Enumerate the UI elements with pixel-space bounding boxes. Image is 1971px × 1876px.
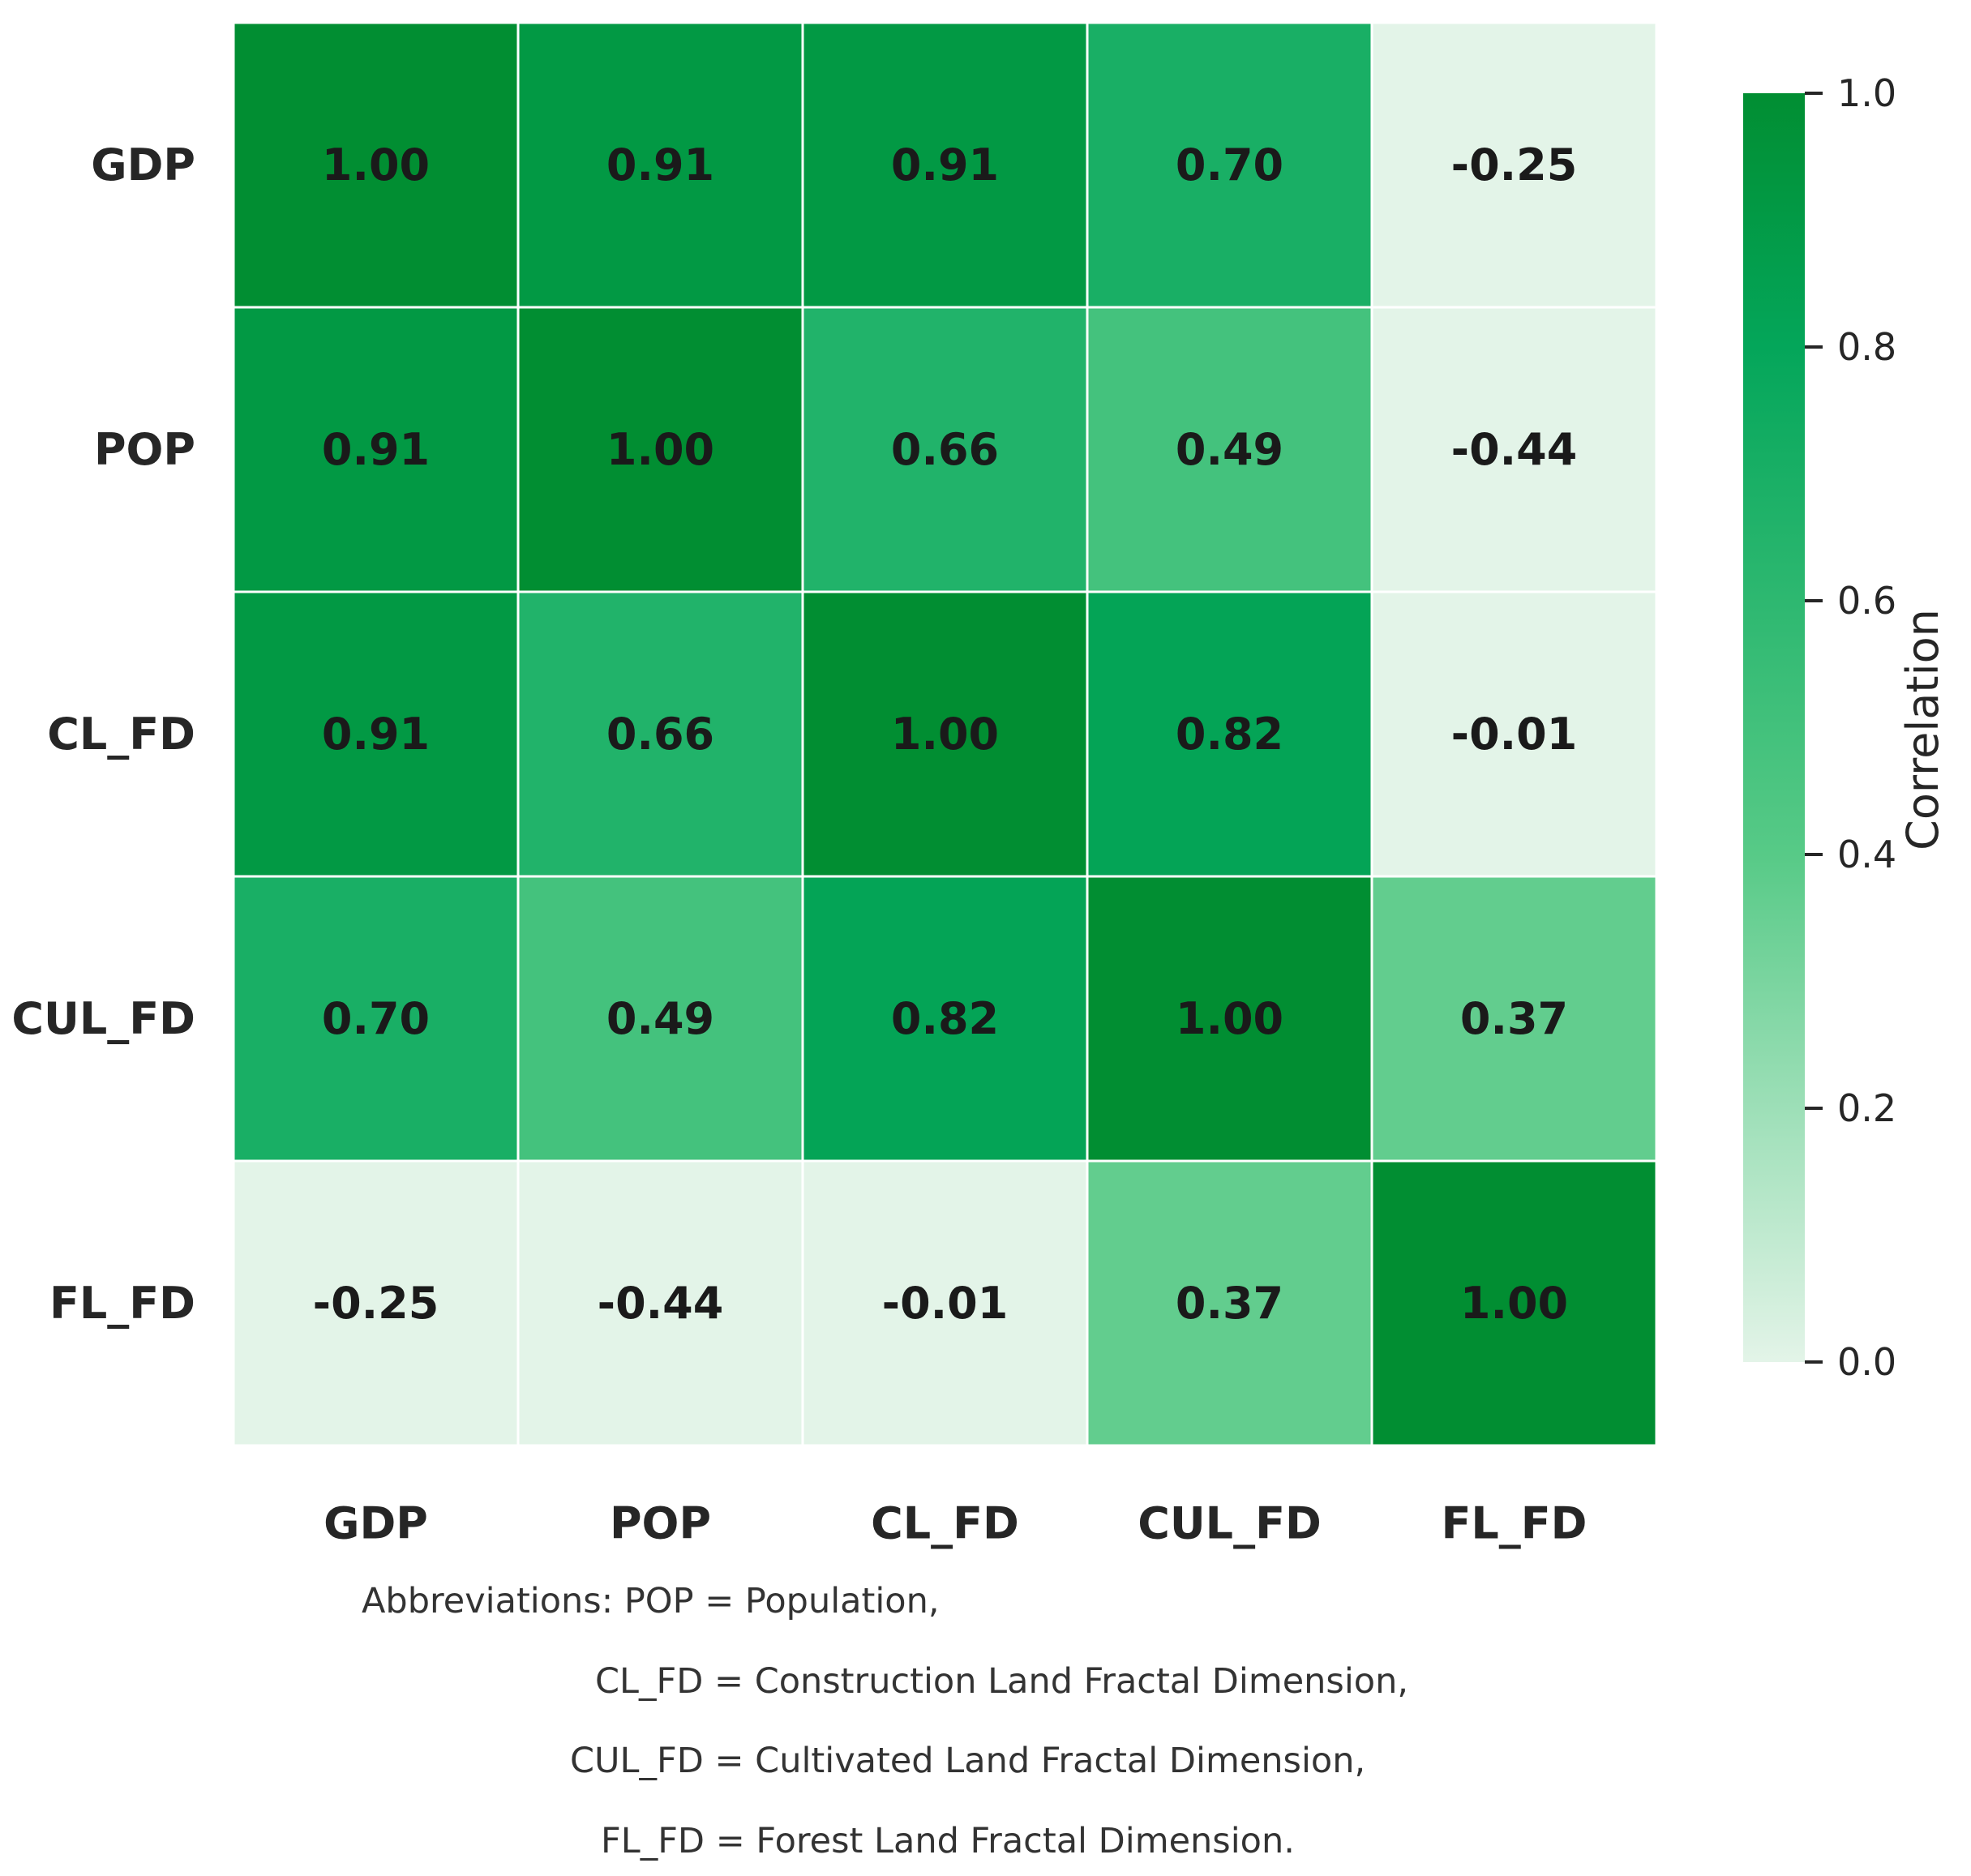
colorbar-tick-label: 0.8 xyxy=(1837,325,1896,369)
row-labels: GDP POP CL_FD CUL_FD FL_FD xyxy=(11,139,195,1329)
heatmap-cell-cul_fd-fl_fd xyxy=(1370,875,1658,1163)
heatmap-cell-cl_fd-pop xyxy=(516,590,804,878)
heatmap-cells: 1.00 0.91 0.91 0.70 -0.25 0.91 1.00 0.66 0.49 -0.… xyxy=(232,21,1658,1447)
cell-value-label: 0.49 xyxy=(1176,424,1283,475)
cell-value-label: 0.37 xyxy=(1176,1278,1283,1329)
abbreviation-note-4: FL_FD = Forest Land Fractal Dimension. xyxy=(601,1821,1295,1861)
cell-value-label: 0.70 xyxy=(1176,139,1283,191)
cell-value-label: 0.82 xyxy=(1176,709,1283,760)
colorbar-tick-label: 0.0 xyxy=(1837,1340,1896,1384)
cell-value-label: -0.44 xyxy=(598,1278,724,1329)
cell-value-label: 1.00 xyxy=(1460,1278,1568,1329)
colorbar-gradient xyxy=(1743,93,1805,1362)
heatmap-cell-gdp-pop xyxy=(516,21,804,309)
cell-value-label: 1.00 xyxy=(322,139,430,191)
cell-value-label: 1.00 xyxy=(1176,993,1283,1044)
colorbar-title: Correlation xyxy=(1897,609,1948,850)
cell-value-label: 0.49 xyxy=(606,993,714,1044)
colorbar-tick-label: 0.2 xyxy=(1837,1086,1896,1130)
row-label-cul_fd: CUL_FD xyxy=(11,993,195,1044)
colorbar-tick-label: 1.0 xyxy=(1837,71,1896,115)
abbreviation-note-3: CUL_FD = Cultivated Land Fractal Dimensi… xyxy=(570,1741,1366,1781)
cell-value-label: -0.01 xyxy=(882,1278,1009,1329)
heatmap-cell-cl_fd-cl_fd xyxy=(801,590,1089,878)
cell-value-label: 0.91 xyxy=(606,139,714,191)
row-label-fl_fd: FL_FD xyxy=(49,1278,195,1329)
heatmap-cell-cl_fd-fl_fd xyxy=(1370,590,1658,878)
heatmap-cell-gdp-cul_fd xyxy=(1086,21,1373,309)
colorbar-tick-label: 0.6 xyxy=(1837,579,1896,623)
heatmap-cell-gdp-cl_fd xyxy=(801,21,1089,309)
heatmap-cell-pop-fl_fd xyxy=(1370,306,1658,593)
colorbar-tick-label: 0.4 xyxy=(1837,833,1896,876)
cell-value-label: 1.00 xyxy=(891,709,999,760)
cell-value-label: 0.66 xyxy=(606,709,714,760)
row-label-cl_fd: CL_FD xyxy=(47,709,195,760)
cell-value-label: 1.00 xyxy=(606,424,714,475)
cell-value-label: 0.70 xyxy=(322,993,430,1044)
colorbar: 0.0 0.2 0.4 0.6 0.8 1.0 Correlation xyxy=(1743,71,1948,1384)
heatmap-cell-cl_fd-cul_fd xyxy=(1086,590,1373,878)
column-label-fl_fd: FL_FD xyxy=(1441,1498,1587,1549)
heatmap-cell-fl_fd-gdp xyxy=(232,1159,520,1447)
cell-value-label: -0.25 xyxy=(313,1278,439,1329)
heatmap-cell-gdp-gdp xyxy=(232,21,520,309)
abbreviation-note-2: CL_FD = Construction Land Fractal Dimens… xyxy=(595,1661,1409,1702)
heatmap-cell-fl_fd-cl_fd xyxy=(801,1159,1089,1447)
heatmap-cell-fl_fd-fl_fd xyxy=(1370,1159,1658,1447)
column-label-cul_fd: CUL_FD xyxy=(1138,1498,1322,1549)
row-label-gdp: GDP xyxy=(91,139,195,191)
cell-value-label: 0.91 xyxy=(322,424,430,475)
column-label-gdp: GDP xyxy=(324,1498,428,1549)
column-labels: GDP POP CL_FD CUL_FD FL_FD xyxy=(324,1498,1587,1549)
cell-value-label: 0.91 xyxy=(322,709,430,760)
row-label-pop: POP xyxy=(94,424,195,475)
cell-value-label: -0.44 xyxy=(1451,424,1578,475)
cell-value-label: 0.37 xyxy=(1460,993,1568,1044)
cell-value-label: 0.82 xyxy=(891,993,999,1044)
column-label-pop: POP xyxy=(610,1498,711,1549)
column-label-cl_fd: CL_FD xyxy=(871,1498,1019,1549)
cell-value-label: -0.01 xyxy=(1451,709,1578,760)
heatmap-cell-cul_fd-cl_fd xyxy=(801,875,1089,1163)
heatmap-cell-cul_fd-cul_fd xyxy=(1086,875,1373,1163)
cell-value-label: 0.91 xyxy=(891,139,999,191)
cell-value-label: 0.66 xyxy=(891,424,999,475)
heatmap-cell-pop-gdp xyxy=(232,306,520,593)
heatmap-cell-fl_fd-pop xyxy=(516,1159,804,1447)
heatmap-cell-gdp-fl_fd xyxy=(1370,21,1658,309)
colorbar-ticks: 0.0 0.2 0.4 0.6 0.8 1.0 xyxy=(1805,71,1896,1384)
heatmap-cell-pop-cl_fd xyxy=(801,306,1089,593)
abbreviation-note-1: Abbreviations: POP = Population, xyxy=(362,1581,940,1621)
heatmap-cell-cul_fd-pop xyxy=(516,875,804,1163)
heatmap-cell-cul_fd-gdp xyxy=(232,875,520,1163)
cell-value-label: -0.25 xyxy=(1451,139,1578,191)
